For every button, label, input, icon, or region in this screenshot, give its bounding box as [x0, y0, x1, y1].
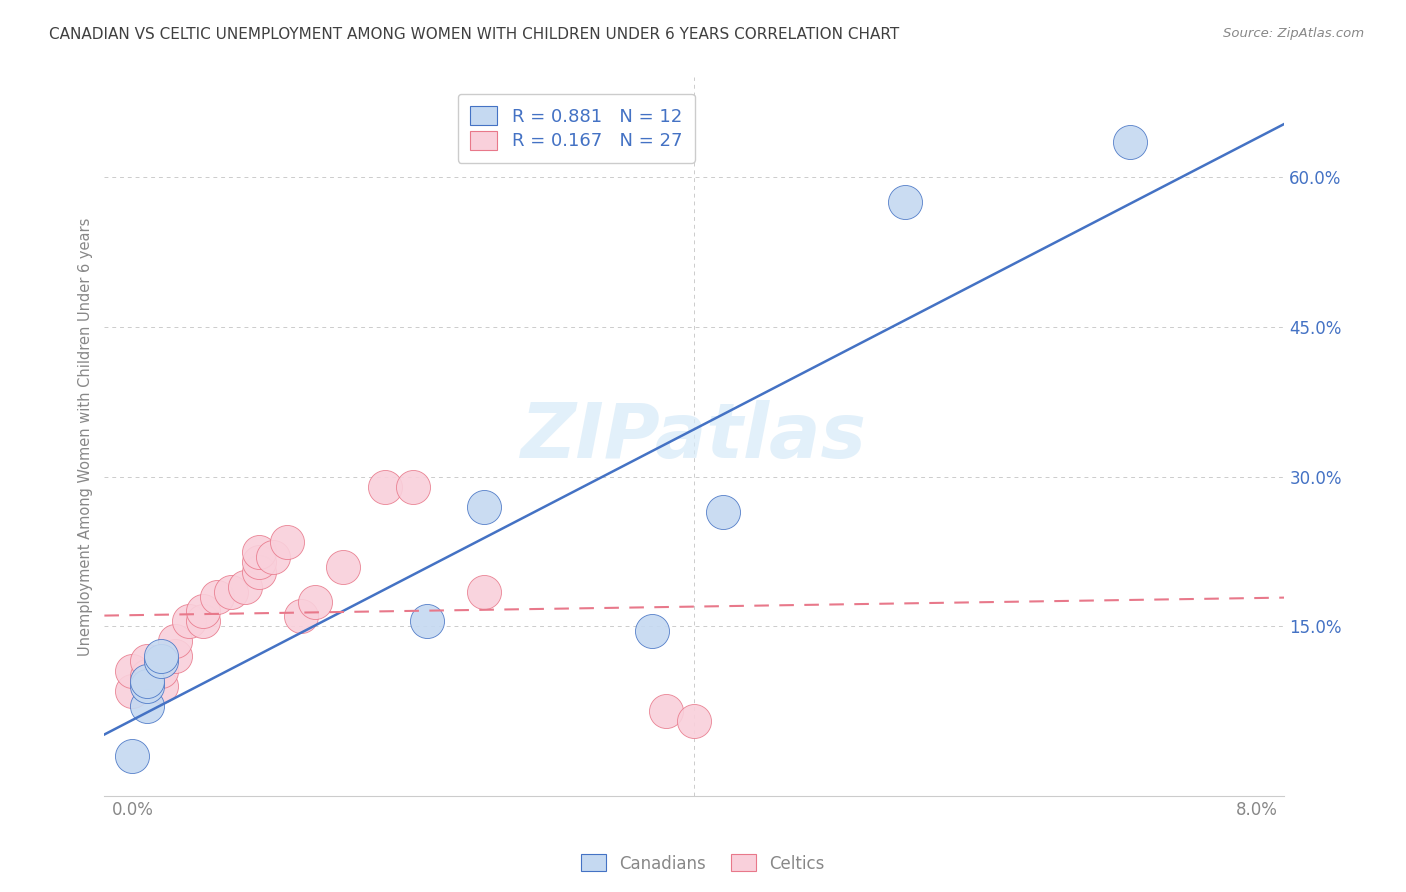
Point	[683, 714, 706, 729]
Point	[163, 634, 186, 648]
Point	[374, 480, 396, 494]
Legend: R = 0.881   N = 12, R = 0.167   N = 27: R = 0.881 N = 12, R = 0.167 N = 27	[458, 94, 695, 163]
Point	[402, 480, 425, 494]
Point	[894, 195, 917, 210]
Point	[472, 584, 495, 599]
Point	[416, 615, 439, 629]
Point	[276, 534, 298, 549]
Y-axis label: Unemployment Among Women with Children Under 6 years: Unemployment Among Women with Children U…	[79, 218, 93, 656]
Point	[332, 559, 354, 574]
Point	[177, 615, 200, 629]
Point	[247, 565, 270, 579]
Point	[1119, 136, 1142, 150]
Point	[135, 679, 157, 693]
Point	[149, 654, 172, 668]
Point	[290, 609, 312, 624]
Point	[163, 649, 186, 664]
Point	[135, 669, 157, 683]
Text: ZIPatlas: ZIPatlas	[522, 400, 868, 474]
Point	[149, 679, 172, 693]
Point	[135, 699, 157, 714]
Point	[121, 684, 143, 698]
Point	[262, 549, 284, 564]
Point	[149, 665, 172, 679]
Point	[247, 555, 270, 569]
Point	[149, 649, 172, 664]
Point	[655, 704, 678, 718]
Point	[135, 674, 157, 689]
Point	[641, 624, 664, 639]
Point	[304, 594, 326, 608]
Legend: Canadians, Celtics: Canadians, Celtics	[575, 847, 831, 880]
Point	[472, 500, 495, 514]
Point	[135, 654, 157, 668]
Text: CANADIAN VS CELTIC UNEMPLOYMENT AMONG WOMEN WITH CHILDREN UNDER 6 YEARS CORRELAT: CANADIAN VS CELTIC UNEMPLOYMENT AMONG WO…	[49, 27, 900, 42]
Point	[191, 615, 214, 629]
Point	[205, 590, 228, 604]
Point	[247, 544, 270, 558]
Point	[711, 505, 734, 519]
Point	[233, 580, 256, 594]
Point	[191, 605, 214, 619]
Point	[121, 665, 143, 679]
Point	[121, 749, 143, 764]
Text: Source: ZipAtlas.com: Source: ZipAtlas.com	[1223, 27, 1364, 40]
Point	[219, 584, 242, 599]
